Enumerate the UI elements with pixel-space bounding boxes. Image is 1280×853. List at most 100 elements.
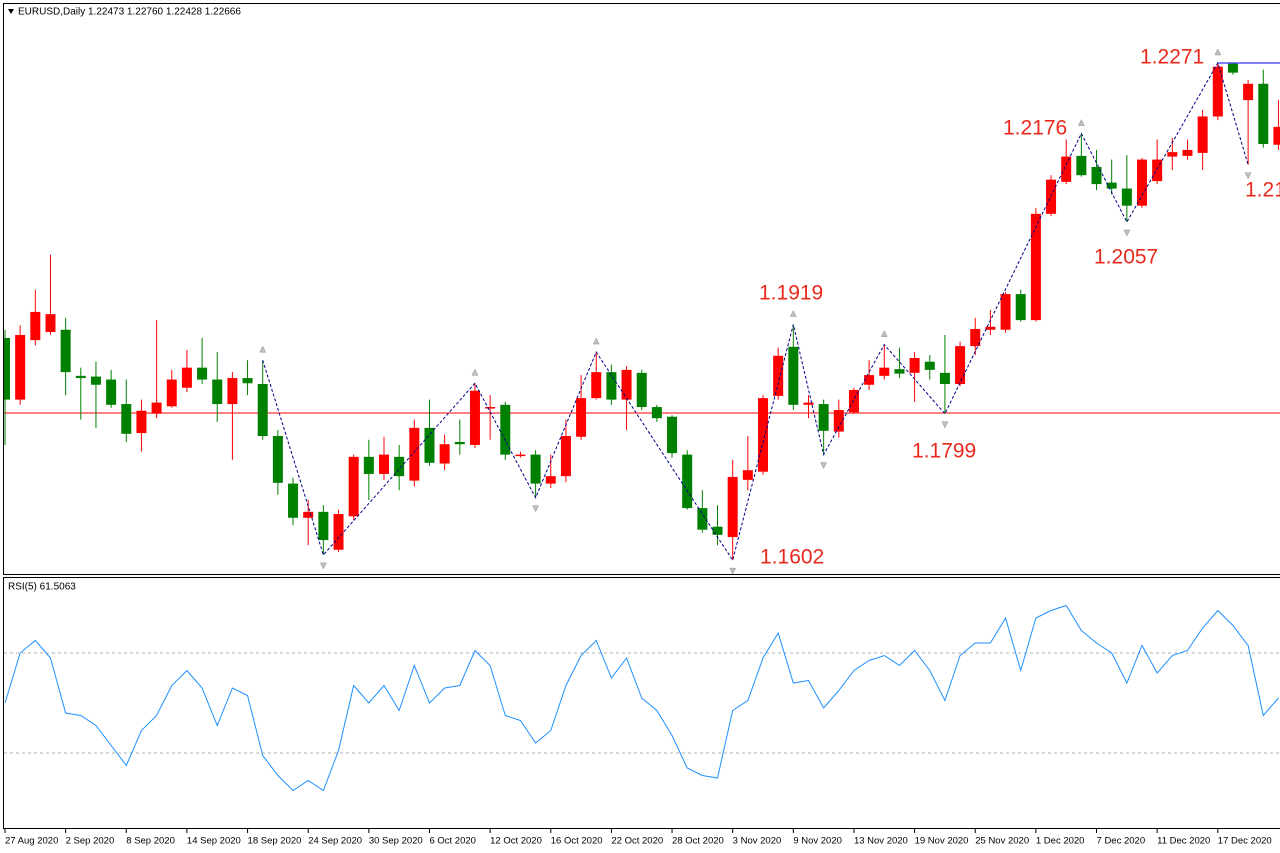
fractal-arrow xyxy=(319,562,327,570)
price-annotation: 1.2057 xyxy=(1094,246,1158,269)
price-title: EURUSD,Daily 1.22473 1.22760 1.22428 1.2… xyxy=(18,7,241,18)
x-tick-label: 2 Sep 2020 xyxy=(66,836,115,847)
candle-body xyxy=(1076,155,1087,176)
x-tick-label: 9 Nov 2020 xyxy=(793,836,842,847)
candle-body xyxy=(530,454,541,484)
candle-body xyxy=(591,372,602,399)
candle-body xyxy=(1197,116,1208,153)
candle-body xyxy=(75,375,86,379)
candle-body xyxy=(15,334,26,400)
candle-body xyxy=(90,376,101,385)
candle-body xyxy=(848,389,859,413)
candle-body xyxy=(833,410,844,432)
x-tick-label: 27 Aug 2020 xyxy=(5,836,58,847)
candle-body xyxy=(682,454,693,509)
fractal-arrow xyxy=(789,309,797,317)
fractal-arrow xyxy=(532,505,540,513)
candle-body xyxy=(485,407,496,409)
candle-body xyxy=(1030,213,1041,321)
candle-body xyxy=(288,483,299,518)
x-tick-label: 11 Dec 2020 xyxy=(1157,836,1210,847)
candle-body xyxy=(788,346,799,405)
candle-body xyxy=(606,372,617,400)
candle-body xyxy=(924,361,935,370)
candle-body xyxy=(864,375,875,385)
candle-body xyxy=(197,367,208,380)
candle-body xyxy=(712,526,723,535)
fractal-arrow xyxy=(1077,119,1085,126)
candle-body xyxy=(379,454,389,474)
price-annotation: 1.1919 xyxy=(759,282,823,305)
x-tick-label: 28 Oct 2020 xyxy=(672,836,724,847)
x-tick-label: 18 Sep 2020 xyxy=(248,836,302,847)
candle-body xyxy=(697,508,708,530)
fractal-arrow xyxy=(880,330,888,337)
candle-body xyxy=(758,398,768,472)
candle-body xyxy=(909,357,920,373)
candle-body xyxy=(227,378,238,405)
candle-body xyxy=(30,311,41,341)
candle-body xyxy=(166,379,177,407)
candle-body xyxy=(939,372,950,385)
candle-body xyxy=(4,337,10,400)
candle-body xyxy=(181,367,192,388)
candle-body xyxy=(151,402,162,414)
price-pane xyxy=(3,3,1280,575)
candle-body xyxy=(1167,152,1178,157)
menu-arrow[interactable] xyxy=(8,9,14,14)
x-tick-label: 8 Sep 2020 xyxy=(126,836,175,847)
rsi-line xyxy=(4,604,1279,792)
candle-body xyxy=(1227,63,1238,73)
price-annotation: 1.1602 xyxy=(760,546,824,569)
candle-body xyxy=(1046,179,1057,214)
candle-body xyxy=(272,436,283,483)
candle-body xyxy=(1258,83,1269,144)
candle-body xyxy=(773,355,784,396)
fractal-arrow xyxy=(471,368,479,376)
candle-body xyxy=(500,404,511,455)
x-tick-label: 12 Oct 2020 xyxy=(490,836,542,847)
candle-body xyxy=(970,329,981,347)
candle-body xyxy=(1106,182,1117,189)
x-tick-label: 25 Nov 2020 xyxy=(975,836,1029,847)
candle-body xyxy=(1243,83,1254,101)
fractal-arrow xyxy=(592,337,600,345)
candle-body xyxy=(394,456,405,477)
candle-body xyxy=(742,470,753,480)
candle-body xyxy=(985,326,996,330)
fractal-arrow xyxy=(1214,48,1222,56)
price-plot: 1.2271 1.2176 1.2057 1.1919 1.1799 1.1602 1.21 xyxy=(4,46,1280,574)
candle-body xyxy=(348,456,359,517)
candle-body xyxy=(1121,188,1132,206)
x-tick-label: 19 Nov 2020 xyxy=(915,836,969,847)
candle-body xyxy=(333,514,344,550)
rsi-pane xyxy=(3,577,1280,829)
candle-body xyxy=(454,441,465,445)
price-annotation: 1.21 xyxy=(1245,179,1280,202)
candle-body xyxy=(106,379,117,405)
candle-body xyxy=(576,398,587,437)
x-tick-label: 30 Sep 2020 xyxy=(369,836,423,847)
candle-body xyxy=(818,404,829,431)
candle-body xyxy=(879,367,890,376)
fractal-arrow xyxy=(1123,229,1131,237)
fractal-arrow xyxy=(820,462,828,470)
candle-body xyxy=(136,410,147,434)
candle-body xyxy=(894,369,905,374)
price-annotation: 1.1799 xyxy=(912,440,976,463)
candle-body xyxy=(1182,149,1193,156)
candle-body xyxy=(727,476,738,538)
candle-body xyxy=(651,407,662,419)
candle-body xyxy=(1000,294,1011,330)
candle-body xyxy=(667,416,678,454)
fractal-arrow xyxy=(729,567,737,574)
candle-body xyxy=(424,427,435,463)
candle-body xyxy=(560,436,571,477)
x-tick-label: 7 Dec 2020 xyxy=(1097,836,1146,847)
candle-body xyxy=(955,346,966,385)
x-tick-label: 3 Nov 2020 xyxy=(733,836,782,847)
candle-body xyxy=(212,379,223,405)
x-tick-label: 22 Oct 2020 xyxy=(611,836,663,847)
